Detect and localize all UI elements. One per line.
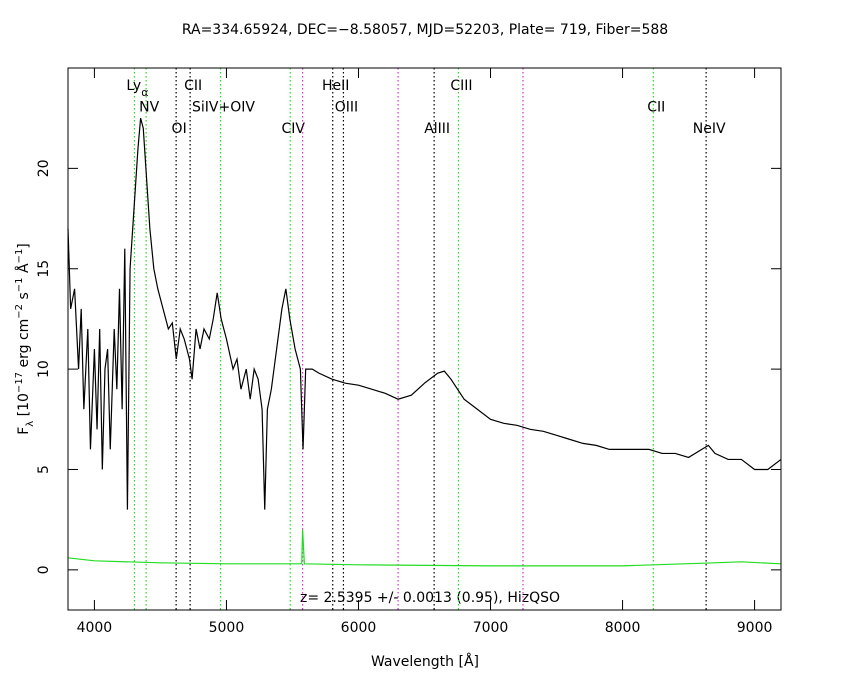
line-label-text: HeII — [322, 78, 349, 94]
x-tick-label: 8000 — [605, 620, 641, 636]
line-label-text: NV — [139, 100, 159, 116]
line-label: CII — [184, 78, 202, 94]
line-label: Lyα — [126, 78, 148, 99]
x-tick-label: 7000 — [473, 620, 509, 636]
line-label-sub: α — [141, 86, 148, 99]
x-tick-label: 5000 — [209, 620, 245, 636]
x-tick-label: 9000 — [737, 620, 773, 636]
chart-title: RA=334.65924, DEC=−8.58057, MJD=52203, P… — [182, 22, 668, 38]
y-tick-label: 10 — [36, 360, 52, 378]
annotation: z= 2.5395 +/- 0.0013 (0.95), HizQSO — [300, 590, 560, 606]
y-axis-label-part: erg cm — [16, 319, 32, 372]
x-axis-label: Wavelength [Å] — [371, 653, 479, 670]
line-label: HeII — [322, 78, 349, 94]
y-tick-label: 15 — [36, 260, 52, 278]
line-label-text: OI — [172, 121, 187, 137]
line-label-text: CII — [184, 78, 202, 94]
y-axis-label-part: F — [16, 427, 32, 435]
y-axis-label-part: Å — [15, 263, 32, 277]
line-label-text: Ly — [126, 78, 141, 94]
line-label-text: OIII — [335, 100, 358, 116]
line-label: CII — [647, 100, 665, 116]
x-tick-label: 6000 — [341, 620, 377, 636]
line-label: AlIII — [424, 121, 450, 137]
line-label: NV — [139, 100, 159, 116]
line-label: NeIV — [693, 121, 726, 137]
y-axis-label-part: λ — [25, 421, 36, 427]
y-tick-label: 5 — [36, 465, 52, 474]
y-axis-label-part: [10 — [16, 393, 32, 421]
line-label-text: NeIV — [693, 121, 726, 137]
y-tick-label: 20 — [36, 159, 52, 177]
y-axis-label-part: −1 — [14, 249, 25, 264]
spectrum-line — [67, 529, 782, 567]
x-tick-label: 4000 — [77, 620, 113, 636]
y-axis-label-part: −1 — [14, 277, 25, 292]
line-label-text: AlIII — [424, 121, 450, 137]
line-label: SiIV+OIV — [192, 100, 255, 116]
line-label-text: CIII — [450, 78, 472, 94]
line-label: CIV — [281, 121, 305, 137]
line-label: OI — [172, 121, 187, 137]
y-tick-label: 0 — [36, 565, 52, 574]
line-label: OIII — [335, 100, 358, 116]
y-axis-label-part: −2 — [14, 304, 25, 319]
line-label-text: CII — [647, 100, 665, 116]
line-label-text: SiIV+OIV — [192, 100, 255, 116]
line-label: CIII — [450, 78, 472, 94]
line-label-text: CIV — [281, 121, 305, 137]
plot-frame — [67, 67, 782, 611]
y-axis-label: Fλ [10−17 erg cm−2 s−1 Å−1] — [14, 243, 36, 435]
y-axis-label-part: −17 — [14, 372, 25, 393]
y-axis-label-part: ] — [16, 243, 32, 248]
y-axis-label-part: s — [16, 292, 32, 304]
spectrum-line — [67, 118, 782, 510]
